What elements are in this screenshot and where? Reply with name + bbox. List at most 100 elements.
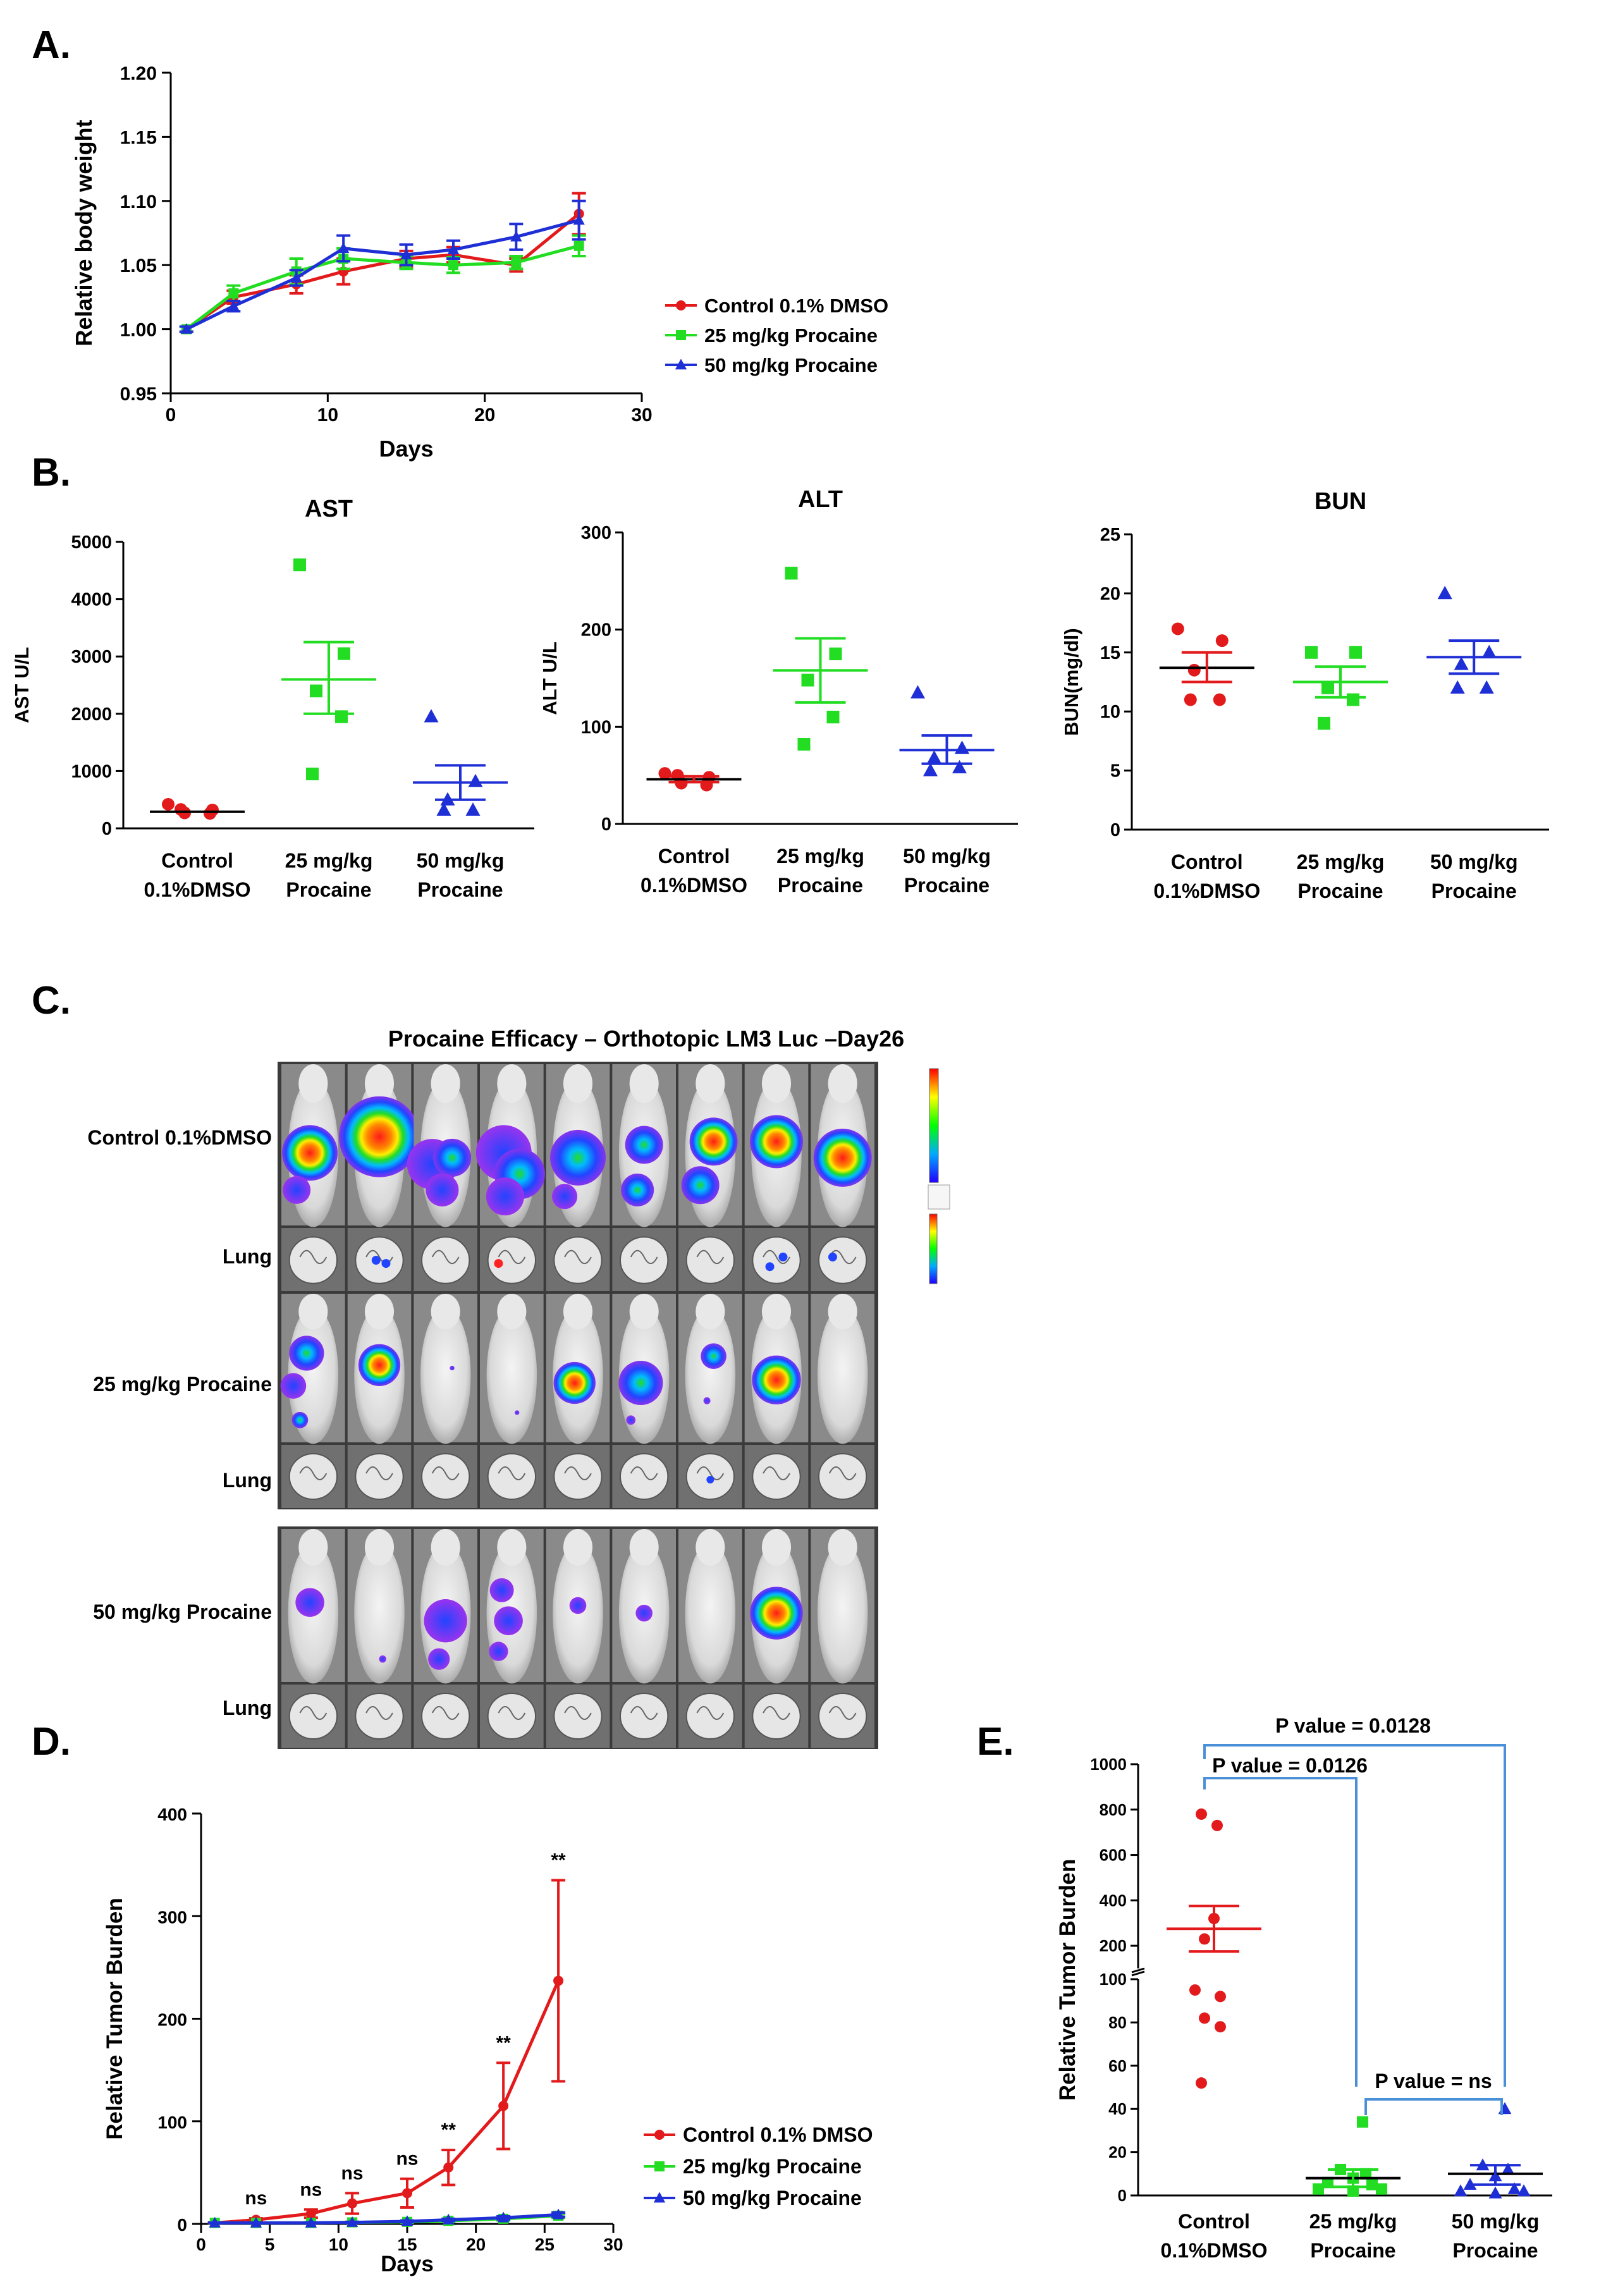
lung-fold bbox=[828, 1706, 857, 1720]
legend-label: Control 0.1% DMSO bbox=[704, 295, 888, 317]
tumor-signal bbox=[681, 1166, 720, 1205]
lung-signal bbox=[828, 1252, 837, 1262]
lung-tissue bbox=[355, 1453, 404, 1500]
data-point bbox=[1215, 2021, 1226, 2033]
tumor-signal bbox=[283, 1176, 311, 1204]
tumor-signal bbox=[289, 1335, 324, 1371]
lung-fold bbox=[763, 1706, 790, 1720]
tumor-signal bbox=[280, 1373, 307, 1399]
series-line bbox=[214, 1980, 560, 2225]
mouse-head bbox=[364, 1294, 395, 1330]
x-tick-label: 5 bbox=[265, 2235, 275, 2254]
y-axis-label: AST U/L bbox=[11, 647, 33, 723]
x-axis-label: Days bbox=[379, 436, 433, 462]
data-point bbox=[1305, 646, 1318, 659]
legend-marker bbox=[675, 359, 687, 370]
tumor-signal bbox=[494, 1606, 523, 1635]
data-point bbox=[829, 648, 842, 661]
tumor-signal bbox=[552, 1184, 578, 1210]
legend-label: Control 0.1% DMSO bbox=[683, 2123, 873, 2146]
y-tick-label: 300 bbox=[157, 1907, 187, 1927]
y-tick-label: 1000 bbox=[71, 761, 112, 782]
lung-signal bbox=[381, 1259, 391, 1268]
data-point bbox=[573, 214, 585, 225]
category-label: Procaine bbox=[1297, 880, 1383, 902]
data-point bbox=[1437, 586, 1452, 599]
lung-fold bbox=[431, 1249, 460, 1265]
y-tick-label: 0 bbox=[1118, 2186, 1127, 2205]
lung-tissue bbox=[685, 1693, 735, 1740]
lung-tissue bbox=[818, 1453, 867, 1500]
lung-signal bbox=[765, 1262, 775, 1272]
y-tick-label: 3000 bbox=[71, 647, 112, 667]
data-point bbox=[347, 2198, 358, 2209]
tumor-signal bbox=[621, 1173, 654, 1206]
legend-marker bbox=[676, 330, 686, 340]
panel-label-b: B. bbox=[32, 451, 71, 494]
data-point bbox=[335, 710, 348, 723]
category-label: 50 mg/kg bbox=[903, 845, 991, 868]
data-point bbox=[1450, 680, 1465, 694]
y-axis-label: BUN(mg/dl) bbox=[1060, 628, 1082, 735]
category-label: Procaine bbox=[778, 874, 863, 897]
lung-fold bbox=[299, 1249, 328, 1265]
category-label: 25 mg/kg bbox=[1297, 850, 1385, 873]
data-point bbox=[305, 2208, 316, 2219]
tumor-signal bbox=[618, 1360, 663, 1406]
legend-marker bbox=[654, 2161, 665, 2171]
x-tick-label: 0 bbox=[196, 2235, 206, 2254]
tumor-signal bbox=[626, 1415, 636, 1425]
data-point bbox=[1347, 693, 1359, 706]
lung-signal bbox=[494, 1259, 503, 1268]
category-label: Procaine bbox=[286, 878, 371, 901]
category-label: 50 mg/kg bbox=[417, 849, 505, 872]
y-tick-label: 100 bbox=[1100, 1970, 1127, 1989]
legend-marker bbox=[653, 2192, 666, 2203]
lung-label-50mg: Lung bbox=[223, 1697, 272, 1719]
row-label-50mg: 50 mg/kg Procaine bbox=[93, 1600, 272, 1623]
data-point bbox=[1347, 2185, 1359, 2197]
lung-signal bbox=[706, 1476, 714, 1483]
data-point bbox=[443, 2162, 454, 2173]
category-label: Control bbox=[1178, 2210, 1250, 2233]
data-point bbox=[785, 567, 798, 580]
panel-label-c: C. bbox=[32, 979, 71, 1022]
data-point bbox=[1322, 2176, 1333, 2189]
category-label: Procaine bbox=[417, 878, 503, 901]
significance-label: ** bbox=[441, 2120, 457, 2140]
tumor-signal bbox=[358, 1344, 401, 1386]
y-tick-label: 1.20 bbox=[120, 63, 157, 84]
tumor-signal bbox=[424, 1599, 467, 1643]
y-axis-label: Relative Tumor Burden bbox=[102, 1898, 127, 2139]
mouse-head bbox=[298, 1529, 328, 1566]
y-tick-label: 25 bbox=[1100, 525, 1120, 545]
mouse-body bbox=[685, 1307, 736, 1444]
lung-fold bbox=[365, 1706, 393, 1720]
tumor-signal bbox=[450, 1365, 455, 1371]
data-point bbox=[293, 558, 306, 572]
data-point bbox=[1196, 2077, 1207, 2089]
data-point bbox=[401, 2215, 414, 2226]
y-tick-label: 300 bbox=[581, 523, 611, 543]
mouse-body bbox=[685, 1542, 736, 1684]
lung-tissue bbox=[487, 1236, 537, 1284]
mouse-head bbox=[298, 1294, 328, 1330]
chart-a-legend: Control 0.1% DMSO 25 mg/kg Procaine 50 mg/… bbox=[665, 295, 888, 376]
y-axis-label: ALT U/L bbox=[539, 641, 561, 715]
lung-tissue bbox=[818, 1236, 867, 1284]
x-tick-label: 10 bbox=[317, 405, 338, 426]
mouse-head bbox=[497, 1064, 527, 1103]
mouse-head bbox=[696, 1529, 725, 1566]
legend-label: 50 mg/kg Procaine bbox=[704, 354, 878, 376]
mouse-body bbox=[817, 1307, 868, 1444]
lung-tissue bbox=[487, 1693, 537, 1740]
data-point bbox=[436, 802, 451, 816]
lung-tissue bbox=[288, 1453, 338, 1500]
series-line bbox=[185, 218, 580, 331]
y-tick-label: 100 bbox=[157, 2113, 187, 2132]
pvalue-bracket bbox=[1203, 1777, 1358, 2087]
chart-title: AST bbox=[305, 496, 353, 522]
x-tick-label: 25 bbox=[535, 2235, 555, 2254]
chart-d-tumor-burden: 0 100 200 300 400 0 5 10 15 20 25 30 Days Relative Tu… bbox=[102, 1805, 623, 2276]
